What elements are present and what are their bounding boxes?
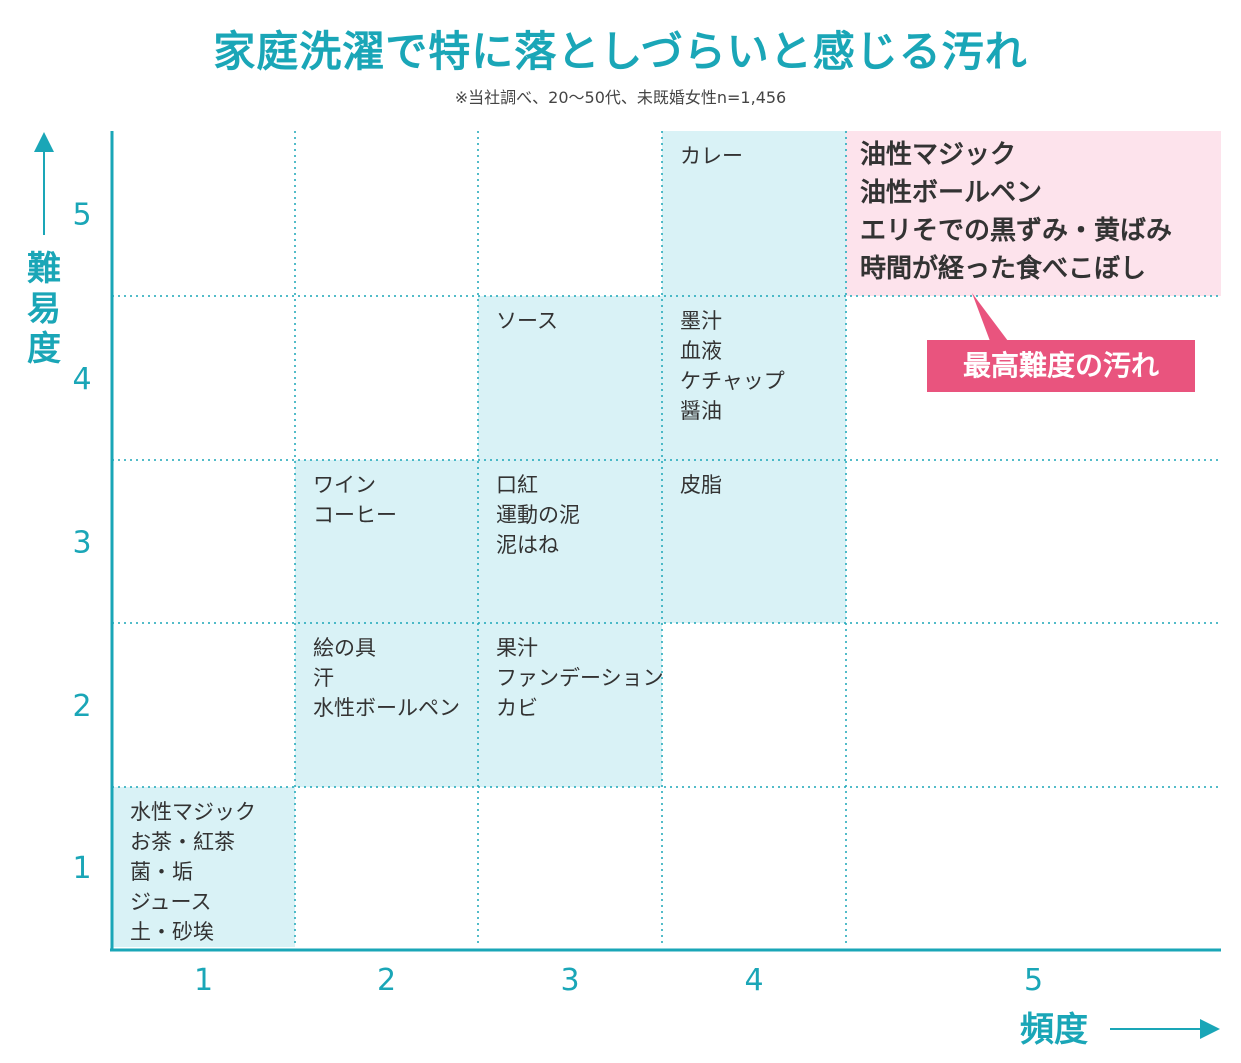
matrix-cell-3-2 [478, 623, 662, 787]
matrix-cell-3-4 [478, 296, 662, 460]
y-tick-label: 5 [72, 198, 91, 233]
x-tick-label: 4 [744, 963, 763, 998]
matrix-cell-3-3 [478, 460, 662, 623]
x-tick-label: 5 [1024, 963, 1043, 998]
matrix-cell-1-1 [112, 787, 295, 947]
cell-item-label: 菌・垢 [130, 860, 193, 884]
cell-item-label: 墨汁 [680, 309, 722, 333]
cell-item-label: 油性マジック [860, 140, 1016, 170]
x-axis-arrow-head [1200, 1019, 1220, 1039]
chart-subtitle: ※当社調べ、20〜50代、未既婚女性n=1,456 [454, 88, 787, 107]
x-tick-label: 1 [194, 963, 213, 998]
matrix-cell-2-2 [295, 623, 478, 787]
matrix-cell-4-5 [662, 131, 846, 296]
cell-item-label: 泥はね [496, 533, 559, 557]
y-axis-arrow-head [34, 132, 54, 152]
cell-item-label: 水性マジック [130, 800, 256, 824]
y-tick-label: 1 [72, 851, 91, 886]
cell-item-label: 皮脂 [680, 473, 722, 497]
matrix-cell-4-4 [662, 296, 846, 460]
cell-item-label: 醤油 [680, 399, 722, 423]
x-axis-title: 頻度 [1020, 1010, 1088, 1050]
y-axis-title: 難易度 [27, 249, 61, 369]
cell-item-label: 水性ボールペン [313, 696, 460, 720]
cell-item-label: 口紅 [496, 473, 538, 497]
matrix-cell-5-5 [846, 131, 1221, 296]
cell-item-label: お茶・紅茶 [130, 830, 235, 854]
matrix-cell-2-3 [295, 460, 478, 623]
cell-item-label: 汗 [313, 666, 334, 690]
cell-item-label: 土・砂埃 [130, 920, 214, 944]
cell-item-label: ジュース [130, 890, 211, 914]
cell-item-label: 絵の具 [313, 636, 376, 660]
cell-item-label: 油性ボールペン [860, 178, 1042, 208]
cell-item-label: 果汁 [496, 636, 538, 660]
y-tick-label: 4 [72, 362, 91, 397]
callout-pointer [972, 293, 1008, 341]
cell-item-label: 時間が経った食べこぼし [860, 253, 1146, 284]
y-tick-label: 2 [72, 689, 91, 724]
cell-item-label: ソース [496, 309, 558, 333]
matrix-cell-4-3 [662, 460, 846, 623]
cell-item-label: ケチャップ [680, 369, 785, 393]
cell-item-label: コーヒー [313, 503, 397, 527]
chart-title: 家庭洗濯で特に落としづらいと感じる汚れ [213, 27, 1028, 76]
cell-item-label: 運動の泥 [496, 503, 580, 527]
cell-item-label: ファンデーション [496, 666, 664, 690]
cell-item-label: エリそでの黒ずみ・黄ばみ [860, 216, 1172, 246]
y-tick-label: 3 [72, 526, 91, 561]
x-tick-label: 3 [560, 963, 579, 998]
cell-item-label: カレー [680, 144, 743, 168]
x-tick-label: 2 [377, 963, 396, 998]
cell-item-label: ワイン [313, 473, 376, 497]
cell-item-label: 血液 [680, 339, 722, 363]
highest-difficulty-callout: 最高難度の汚れ [927, 340, 1195, 392]
cell-item-label: カビ [496, 696, 538, 720]
